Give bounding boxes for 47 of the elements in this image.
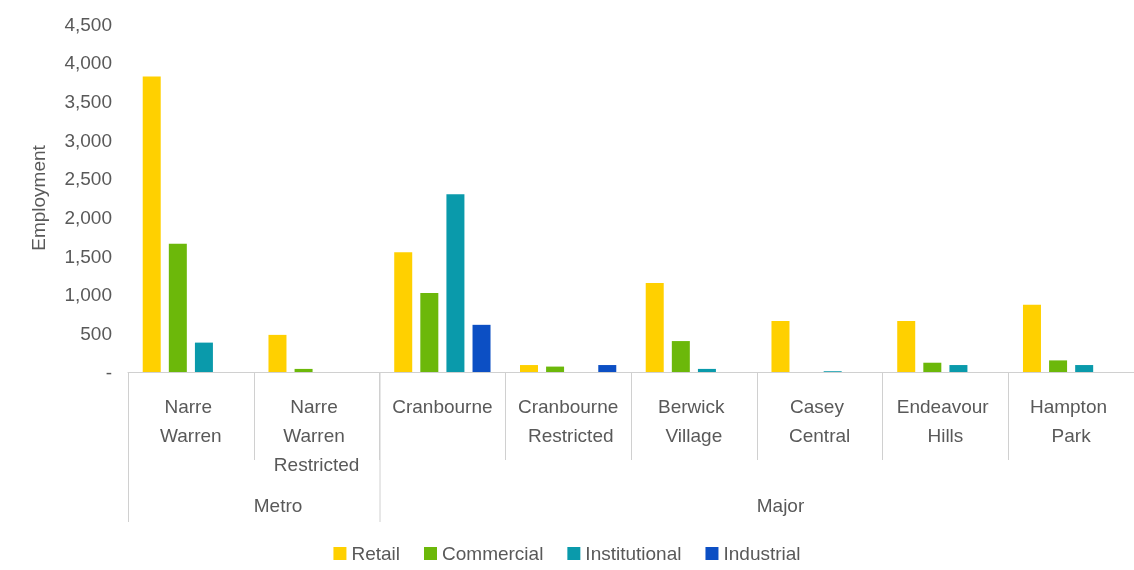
y-tick-label: 1,000	[64, 284, 112, 306]
legend-label: Commercial	[442, 543, 544, 564]
bar	[923, 362, 942, 372]
bar	[194, 342, 213, 372]
y-tick-label: 3,500	[64, 90, 112, 112]
legend-label: Industrial	[723, 543, 801, 564]
bar	[168, 243, 187, 372]
bar	[1022, 304, 1041, 372]
y-tick-label: 3,000	[64, 129, 112, 151]
y-axis-title: Employment	[28, 144, 49, 251]
bar	[645, 283, 664, 372]
legend-label: Institutional	[585, 543, 682, 564]
x-tick-label: Casey Central	[789, 396, 851, 446]
y-tick-label: 2,000	[64, 206, 112, 228]
x-tick-label: Berwick Village	[657, 396, 730, 446]
x-tick-label: Hampton Park	[1029, 396, 1113, 446]
bar	[897, 320, 916, 372]
y-tick-label: 4,500	[64, 13, 112, 35]
bar	[1049, 360, 1068, 372]
legend-label: Retail	[351, 543, 401, 564]
bar	[268, 334, 287, 372]
y-tick-label: 4,000	[64, 52, 112, 74]
bar	[142, 76, 161, 372]
bar	[294, 368, 313, 372]
x-tick-label: Cranbourne	[392, 396, 493, 417]
x-tick-label: Endeavour Hills	[896, 396, 994, 446]
bar	[598, 365, 617, 372]
bar	[1075, 365, 1094, 372]
x-tick-label: Narre Warren	[160, 396, 222, 446]
bar	[771, 320, 790, 372]
bar	[671, 341, 690, 372]
bar	[519, 365, 538, 372]
x-tick-label: Cranbourne Restricted	[517, 396, 619, 446]
y-tick-label: 1,500	[64, 245, 112, 267]
bar	[420, 293, 439, 372]
bar	[472, 324, 491, 372]
bar	[446, 194, 465, 372]
text: Major	[756, 495, 805, 516]
bar	[697, 368, 716, 372]
bar	[394, 252, 413, 372]
x-tick-label: Narre Warren Restricted	[273, 396, 360, 475]
y-tick-label: 500	[80, 322, 112, 344]
bar	[546, 366, 565, 372]
y-tick-label: -	[105, 361, 112, 383]
y-tick-label: 2,500	[64, 168, 112, 190]
text: Metro	[253, 495, 303, 516]
bar	[949, 365, 968, 372]
